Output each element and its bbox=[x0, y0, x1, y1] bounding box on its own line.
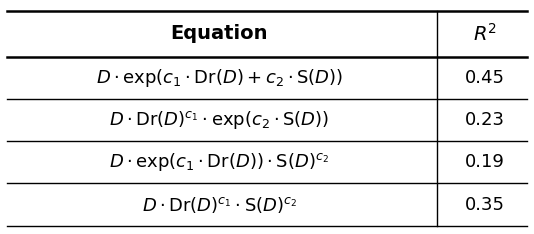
Text: $R^2$: $R^2$ bbox=[473, 23, 497, 45]
Text: 0.35: 0.35 bbox=[465, 196, 505, 214]
Text: $D \cdot \mathrm{Dr}(D)^{c_1} \cdot \exp(c_2 \cdot \mathrm{S}(D))$: $D \cdot \mathrm{Dr}(D)^{c_1} \cdot \exp… bbox=[109, 109, 329, 131]
Text: 0.19: 0.19 bbox=[465, 153, 505, 171]
Text: 0.45: 0.45 bbox=[465, 69, 505, 87]
Text: 0.23: 0.23 bbox=[465, 111, 505, 129]
Text: Equation: Equation bbox=[170, 24, 268, 43]
Text: $D \cdot \exp(c_1 \cdot \mathrm{Dr}(D)) \cdot \mathrm{S}(D)^{c_2}$: $D \cdot \exp(c_1 \cdot \mathrm{Dr}(D)) … bbox=[109, 151, 329, 173]
Text: $D \cdot \mathrm{Dr}(D)^{c_1} \cdot \mathrm{S}(D)^{c_2}$: $D \cdot \mathrm{Dr}(D)^{c_1} \cdot \mat… bbox=[142, 195, 297, 215]
Text: $D \cdot \exp(c_1 \cdot \mathrm{Dr}(D) + c_2 \cdot \mathrm{S}(D))$: $D \cdot \exp(c_1 \cdot \mathrm{Dr}(D) +… bbox=[96, 67, 343, 89]
